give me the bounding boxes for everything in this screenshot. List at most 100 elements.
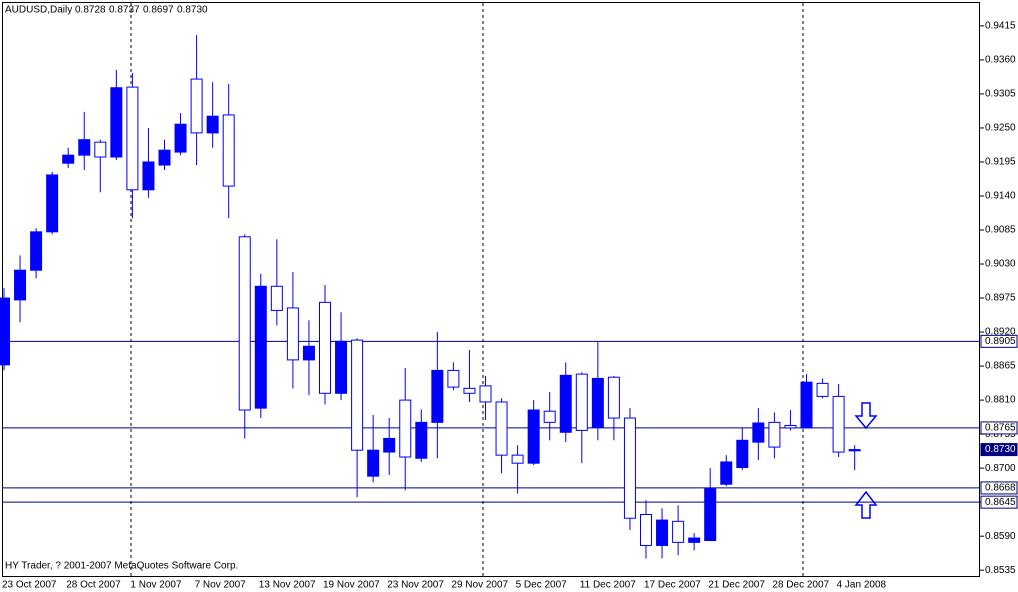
candle-body	[431, 369, 444, 423]
price-label-box	[980, 334, 1018, 348]
y-tick-label: 0.8975	[985, 293, 1016, 304]
y-tick-label: 0.9305	[985, 89, 1016, 100]
bid-label-box	[980, 443, 1018, 457]
candle-body	[222, 114, 235, 187]
x-tick-label: 11 Dec 2007	[580, 580, 636, 591]
candle-body	[0, 297, 10, 366]
y-tick-label: 0.8810	[985, 395, 1016, 406]
y-tick-label: 0.9360	[985, 55, 1016, 66]
chart-title: AUDUSD,Daily	[5, 5, 72, 16]
candle-body	[848, 449, 861, 452]
up-arrow	[854, 490, 878, 519]
price-label-box	[980, 481, 1018, 495]
candle-body	[270, 285, 283, 311]
candle-body	[688, 537, 701, 543]
y-tick-label: 0.9195	[985, 157, 1016, 168]
x-tick-label: 29 Nov 2007	[451, 580, 508, 591]
x-tick-label: 23 Oct 2007	[2, 580, 57, 591]
candle-body	[623, 417, 636, 519]
candle-body	[672, 520, 685, 543]
x-tick-label: 28 Dec 2007	[772, 580, 829, 591]
quote-high: 0.8737	[109, 5, 140, 16]
y-tick-label: 0.8535	[985, 565, 1016, 576]
candle-body	[784, 424, 797, 429]
candle-body	[14, 269, 27, 301]
candle-body	[495, 401, 508, 456]
candle-body	[158, 149, 171, 166]
candle-body	[656, 519, 669, 546]
candle-body	[126, 86, 139, 191]
price-label-box	[980, 495, 1018, 509]
y-tick-label: 0.8700	[985, 463, 1016, 474]
y-tick-label: 0.9085	[985, 225, 1016, 236]
down-arrow	[854, 402, 878, 430]
candle-body	[752, 422, 765, 443]
candle-body	[704, 488, 717, 542]
price-label: 0.8668	[985, 483, 1016, 494]
candle-body	[479, 385, 492, 403]
candle-body	[607, 376, 620, 419]
y-tick-label: 0.8590	[985, 531, 1016, 542]
candle-body	[30, 231, 43, 271]
candle-body	[399, 399, 412, 458]
candle-body	[190, 78, 203, 134]
plot-layer: 0.9415 0.9360 0.9305 0.9250 0.9195 0.9140 0.90…	[0, 21, 1018, 591]
candle-body	[383, 437, 396, 453]
candle-body	[720, 461, 733, 485]
x-tick-label: 5 Dec 2007	[516, 580, 568, 591]
candle-body	[62, 154, 75, 164]
candle-body	[447, 369, 460, 388]
y-tick-label: 0.9030	[985, 259, 1016, 270]
quote-close: 0.8730	[177, 5, 208, 16]
x-tick-label: 21 Dec 2007	[708, 580, 765, 591]
x-tick-label: 1 Nov 2007	[130, 580, 182, 591]
candle-body	[206, 115, 219, 134]
quote-open: 0.8728	[75, 5, 106, 16]
plot-frame	[2, 2, 980, 577]
candle-body	[254, 285, 267, 409]
candle-body	[351, 339, 364, 451]
candle-body	[832, 395, 845, 453]
y-tick-label: 0.9140	[985, 191, 1016, 202]
candle-body	[800, 381, 813, 429]
candle-body	[511, 454, 524, 464]
candle-body	[816, 382, 829, 397]
footer: HY Trader, ? 2001-2007 MetaQuotes Softwa…	[5, 561, 238, 572]
y-tick-label: 0.8865	[985, 361, 1016, 372]
candle-body	[319, 301, 331, 394]
price-label: 0.8645	[985, 497, 1016, 508]
candle-body	[768, 421, 781, 448]
x-tick-label: 23 Nov 2007	[387, 580, 444, 591]
candle-body	[174, 123, 187, 153]
x-tick-label: 17 Dec 2007	[644, 580, 701, 591]
candle-body	[110, 87, 123, 158]
candle-body	[78, 139, 91, 156]
x-tick-label: 4 Jan 2008	[837, 580, 887, 591]
candle-body	[463, 387, 476, 394]
candle-body	[415, 421, 428, 459]
x-tick-label: 7 Nov 2007	[195, 580, 247, 591]
x-tick-label: 19 Nov 2007	[323, 580, 380, 591]
x-tick-label: 28 Oct 2007	[66, 580, 121, 591]
candle-body	[640, 514, 652, 546]
y-tick-label: 0.9250	[985, 123, 1016, 134]
price-label: 0.8765	[985, 423, 1016, 434]
quote-low: 0.8697	[143, 5, 174, 16]
candle-body	[94, 141, 107, 158]
bid-label: 0.8730	[985, 444, 1016, 455]
price-label-box	[980, 421, 1018, 435]
candle-body	[559, 374, 572, 433]
candle-body	[367, 449, 380, 477]
y-tick-label: 0.8920	[985, 327, 1016, 338]
x-tick-label: 13 Nov 2007	[259, 580, 316, 591]
candle-body	[335, 340, 348, 394]
candle-body	[286, 307, 299, 361]
candle-body	[238, 236, 251, 411]
candle-body	[302, 345, 315, 361]
candle-body	[575, 373, 588, 431]
candle-body	[142, 161, 155, 191]
candle-body	[46, 174, 59, 233]
candle-body	[591, 377, 604, 428]
